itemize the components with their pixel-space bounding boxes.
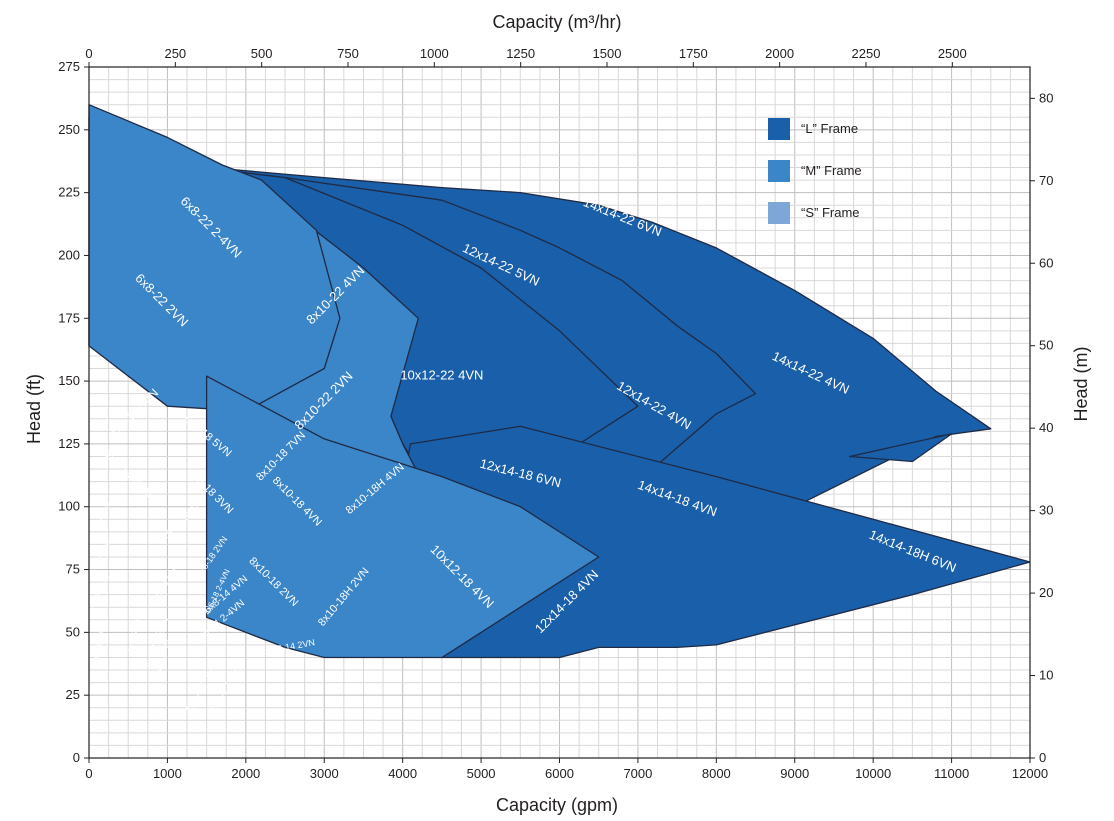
y-m-tick-label: 20	[1039, 585, 1053, 600]
x-m3hr-tick-label: 2500	[938, 46, 967, 61]
right-axis-title: Head (m)	[1071, 346, 1091, 421]
y-ft-tick-label: 0	[73, 750, 80, 765]
top-axis-title: Capacity (m³/hr)	[492, 12, 621, 32]
y-ft-tick-label: 175	[58, 310, 80, 325]
region-label-3x6-14-2-4vn: 3x6-14 2-4VN	[90, 537, 114, 572]
x-m3hr-tick-label: 750	[337, 46, 359, 61]
y-m-tick-label: 50	[1039, 338, 1053, 353]
left-axis-title: Head (ft)	[24, 374, 44, 444]
x-m3hr-tick-label: 2000	[765, 46, 794, 61]
x-gpm-tick-label: 12000	[1012, 766, 1048, 781]
x-m3hr-tick-label: 500	[251, 46, 273, 61]
x-gpm-tick-label: 3000	[310, 766, 339, 781]
y-ft-tick-label: 100	[58, 499, 80, 514]
x-gpm-tick-label: 4000	[388, 766, 417, 781]
region-14x14-22-4vn	[848, 433, 953, 463]
legend-label: “M” Frame	[801, 163, 862, 178]
x-m3hr-tick-label: 1500	[593, 46, 622, 61]
pump-regions	[88, 104, 1031, 659]
y-m-tick-label: 30	[1039, 503, 1053, 518]
bottom-axis-title: Capacity (gpm)	[496, 795, 618, 815]
region-label-10x12-22-4vn: 10x12-22 4VN	[400, 368, 483, 383]
x-gpm-tick-label: 1000	[153, 766, 182, 781]
y-ft-tick-label: 50	[66, 624, 80, 639]
legend-swatch	[768, 202, 790, 224]
x-m3hr-tick-label: 250	[164, 46, 186, 61]
x-m3hr-tick-label: 0	[85, 46, 92, 61]
axes: 0 1000 2000 3000 4000 5000 6000 7000 8000 9000 100…	[58, 46, 1053, 781]
x-gpm-tick-label: 0	[85, 766, 92, 781]
legend-swatch	[768, 160, 790, 182]
y-ft-tick-label: 25	[66, 687, 80, 702]
y-m-tick-label: 0	[1039, 750, 1046, 765]
x-gpm-tick-label: 9000	[780, 766, 809, 781]
legend-swatch	[768, 118, 790, 140]
region-10x12-18-4vn	[205, 375, 600, 659]
y-m-tick-label: 60	[1039, 255, 1053, 270]
region-6x8-22-2vn	[88, 104, 341, 412]
y-ft-tick-label: 200	[58, 247, 80, 262]
y-ft-tick-label: 275	[58, 59, 80, 74]
legend: “L” Frame “M” Frame “S” Frame	[768, 118, 862, 224]
y-m-tick-label: 10	[1039, 668, 1053, 683]
legend-label: “L” Frame	[801, 121, 858, 136]
y-ft-tick-label: 225	[58, 185, 80, 200]
y-m-tick-label: 80	[1039, 90, 1053, 105]
y-ft-tick-label: 150	[58, 373, 80, 388]
x-gpm-tick-label: 6000	[545, 766, 574, 781]
x-m3hr-tick-label: 1000	[420, 46, 449, 61]
region-label-3x6-12-3vn: 3x6-12 3VN	[94, 624, 107, 662]
region-label-4x6-14-5vn: 4x6-14 5VN	[157, 502, 202, 547]
y-ft-tick-label: 125	[58, 436, 80, 451]
y-m-tick-label: 40	[1039, 420, 1053, 435]
x-gpm-tick-label: 5000	[467, 766, 496, 781]
x-gpm-tick-label: 11000	[934, 766, 969, 781]
region-label-3x6-14-2vn: 3x6-14 2VN	[87, 575, 112, 611]
x-m3hr-tick-label: 1750	[679, 46, 708, 61]
x-gpm-tick-label: 7000	[623, 766, 652, 781]
x-m3hr-tick-label: 2250	[852, 46, 881, 61]
x-m3hr-tick-label: 1250	[506, 46, 535, 61]
y-ft-tick-label: 250	[58, 122, 80, 137]
x-gpm-tick-label: 8000	[702, 766, 731, 781]
x-gpm-tick-label: 2000	[231, 766, 260, 781]
y-ft-tick-label: 75	[66, 562, 80, 577]
y-m-tick-label: 70	[1039, 173, 1053, 188]
legend-label: “S” Frame	[801, 205, 860, 220]
x-gpm-tick-label: 10000	[855, 766, 891, 781]
